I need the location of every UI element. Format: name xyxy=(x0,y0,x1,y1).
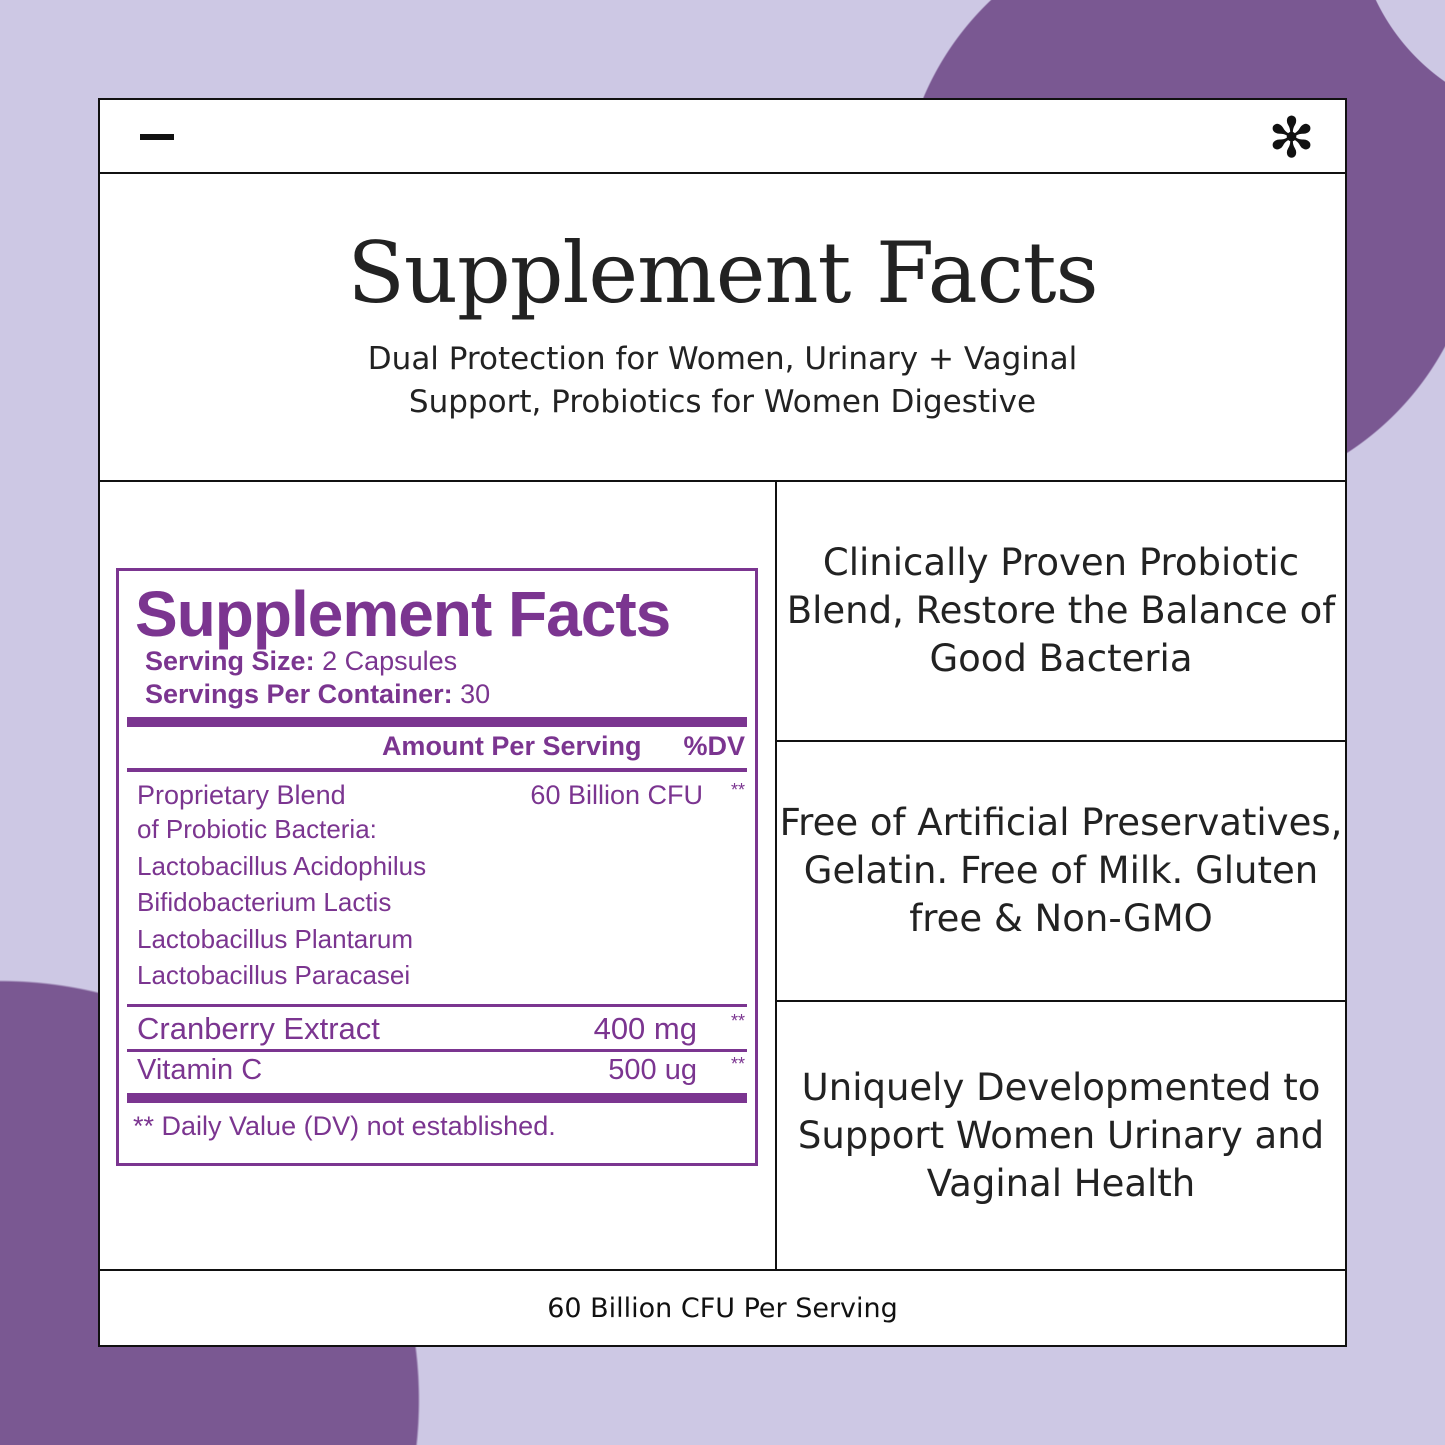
list-item: Lactobacillus Paracasei xyxy=(137,960,411,990)
table-row: Cranberry Extract 400 mg ** xyxy=(137,1011,745,1047)
subtitle: Dual Protection for Women, Urinary + Vag… xyxy=(367,341,1078,420)
table-row: Vitamin C 500 ug ** xyxy=(137,1054,745,1087)
divider xyxy=(127,1003,747,1007)
row-name: Vitamin C xyxy=(137,1053,263,1086)
blend-row: Proprietary Blend 60 Billion CFU ** xyxy=(137,780,745,811)
servings-label: Servings Per Container: xyxy=(145,679,453,709)
label-title: Supplement Facts xyxy=(135,578,671,650)
list-item: of Probiotic Bacteria: xyxy=(137,814,377,844)
feature-cell: Uniquely Developmented to Support Women … xyxy=(797,1066,1325,1205)
col-dv: %DV xyxy=(683,731,745,761)
serving-size-label: Serving Size: xyxy=(145,646,315,676)
list-item: Lactobacillus Plantarum xyxy=(137,923,414,954)
blend-name: Proprietary Blend xyxy=(137,780,346,810)
page-title: Supplement Facts xyxy=(347,224,1098,322)
divider xyxy=(127,768,747,772)
row-amount: 400 mg xyxy=(593,1010,697,1046)
divider xyxy=(127,1048,747,1052)
feature-cell: Clinically Proven Probiotic Blend, Resto… xyxy=(777,482,1345,742)
blend-dv: ** xyxy=(730,780,745,800)
label-panel: Supplement Facts Serving Size: 2 Capsule… xyxy=(100,482,777,1270)
supplement-facts-label: Supplement Facts Serving Size: 2 Capsule… xyxy=(116,568,758,1166)
row-name: Cranberry Extract xyxy=(137,1010,380,1046)
serving-size: 2 Capsules xyxy=(322,646,458,676)
row-dv: ** xyxy=(730,1010,745,1031)
row-dv: ** xyxy=(730,1053,745,1074)
info-card: ✻ Supplement Facts Dual Protection for W… xyxy=(98,98,1347,1347)
feature-cell: Free of Artificial Preservatives, Gelati… xyxy=(777,742,1345,1002)
minus-icon xyxy=(140,134,174,140)
features-panel: Clinically Proven Probiotic Blend, Resto… xyxy=(777,482,1345,1270)
servings: 30 xyxy=(460,679,491,709)
blend-amount: 60 Billion CFU xyxy=(530,780,703,810)
row-amount: 500 ug xyxy=(608,1053,697,1086)
divider xyxy=(127,717,747,727)
asterisk-icon: ✻ xyxy=(1268,106,1315,171)
list-item: Bifidobacterium Lactis xyxy=(137,887,392,917)
footnote: ** Daily Value (DV) not established. xyxy=(133,1110,556,1141)
col-amount: Amount Per Serving xyxy=(381,731,642,761)
list-item: Lactobacillus Acidophilus xyxy=(137,850,427,881)
top-bar: ✻ xyxy=(100,100,1345,174)
divider xyxy=(127,1092,747,1103)
hero-section: Supplement Facts Dual Protection for Wom… xyxy=(100,174,1345,482)
footer: 60 Billion CFU Per Serving xyxy=(100,1269,1345,1345)
